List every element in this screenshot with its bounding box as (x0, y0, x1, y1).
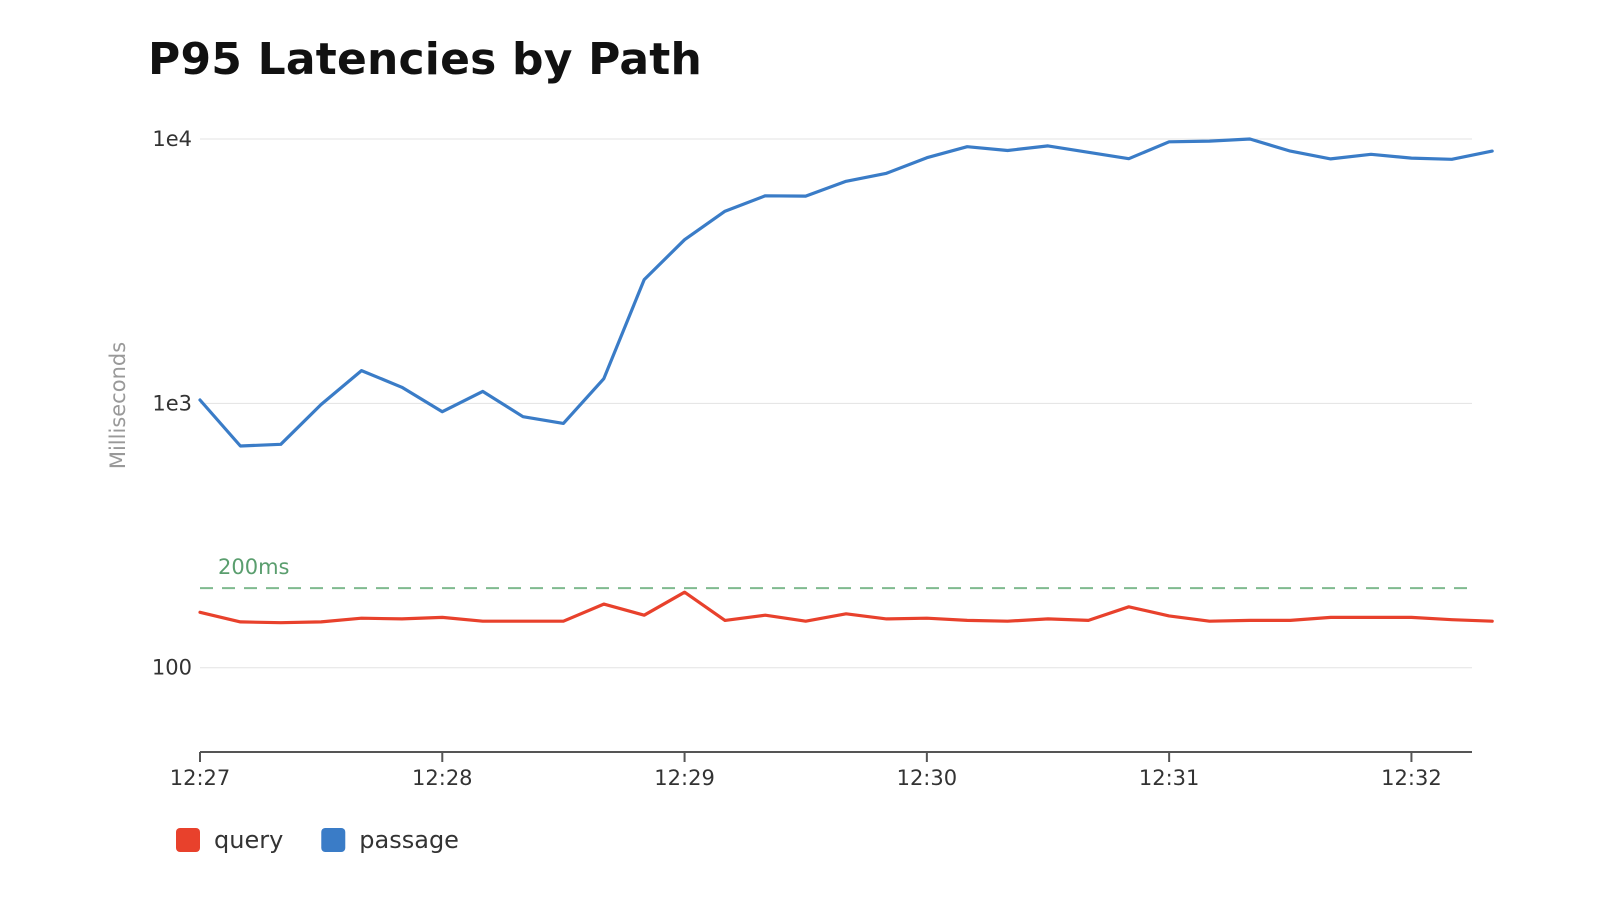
y-axis: 100 1e3 1e4 Milliseconds (106, 127, 192, 680)
legend-item-passage[interactable]: passage (321, 826, 459, 854)
legend-swatch (176, 828, 200, 852)
legend-item-query[interactable]: query (176, 826, 283, 854)
legend-swatch (321, 828, 346, 852)
threshold-label: 200ms (218, 555, 289, 579)
legend-label: query (214, 826, 283, 854)
legend-label: passage (359, 826, 459, 854)
grid-lines (200, 138, 1472, 669)
y-axis-title: Milliseconds (106, 342, 130, 469)
series-line-query (198, 590, 1494, 625)
y-tick-label: 100 (152, 656, 192, 680)
x-tick-label: 12:31 (1139, 766, 1200, 790)
chart-title: P95 Latencies by Path (148, 34, 703, 85)
x-tick-label: 12:27 (170, 766, 231, 790)
y-tick-label: 1e4 (152, 127, 192, 151)
x-tick-label: 12:30 (897, 766, 958, 790)
threshold: 200ms (200, 555, 1472, 590)
x-tick-label: 12:32 (1381, 766, 1442, 790)
x-tick-label: 12:28 (412, 766, 473, 790)
series-line-passage (198, 137, 1494, 448)
series-lines (198, 137, 1494, 625)
x-axis: 12:27 12:28 12:29 12:30 12:31 12:32 (170, 751, 1472, 790)
x-tick-label: 12:29 (654, 766, 715, 790)
y-tick-label: 1e3 (152, 391, 192, 415)
legend[interactable]: query passage (176, 826, 459, 854)
